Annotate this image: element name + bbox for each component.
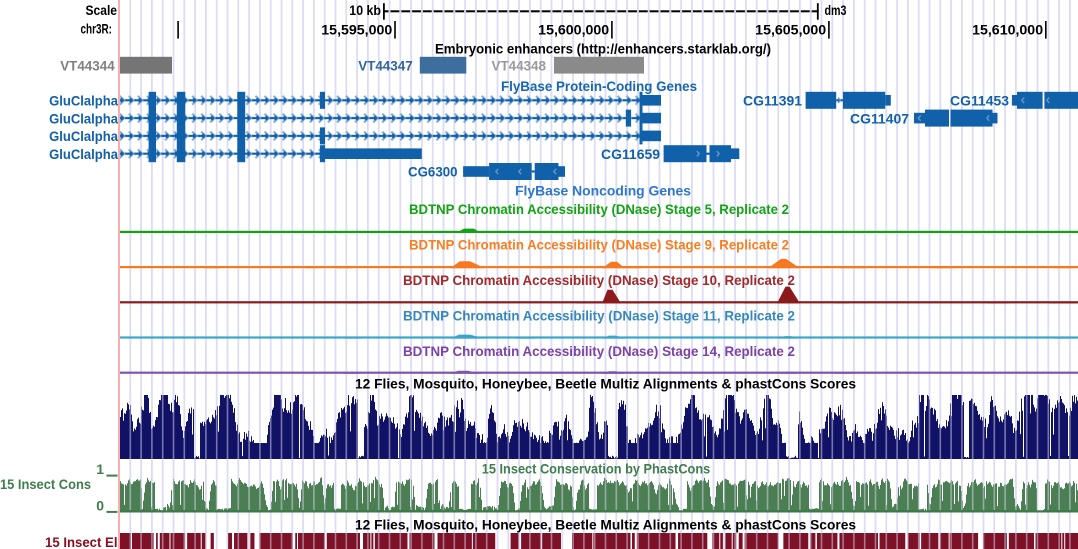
svg-text:12 Flies, Mosquito, Honeybee,: 12 Flies, Mosquito, Honeybee, Beetle Mul… [355,516,856,532]
svg-text:FlyBase Noncoding Genes: FlyBase Noncoding Genes [515,182,691,198]
svg-text:GluClalpha: GluClalpha [49,110,118,126]
svg-text:15,605,000: 15,605,000 [755,22,826,38]
svg-text:GluClalpha: GluClalpha [49,128,118,144]
svg-text:GluClalpha: GluClalpha [49,93,118,109]
svg-text:CG11659: CG11659 [601,146,660,162]
svg-text:BDTNP Chromatin Accessibility: BDTNP Chromatin Accessibility (DNase) St… [403,272,795,288]
svg-text:10 kb: 10 kb [349,2,381,18]
svg-text:BDTNP Chromatin Accessibility: BDTNP Chromatin Accessibility (DNase) St… [403,343,795,359]
svg-text:GluClalpha: GluClalpha [49,146,118,162]
svg-text:0: 0 [96,497,104,513]
svg-text:15 Insect Conservation by Phas: 15 Insect Conservation by PhastCons [482,460,711,476]
svg-text:BDTNP Chromatin Accessibility: BDTNP Chromatin Accessibility (DNase) St… [409,201,789,217]
svg-text:VT44344: VT44344 [60,57,115,73]
svg-text:FlyBase Protein-Coding Genes: FlyBase Protein-Coding Genes [501,78,697,94]
svg-text:CG11391: CG11391 [743,93,802,109]
svg-text:15,610,000: 15,610,000 [972,22,1043,38]
svg-text:Scale: Scale [86,2,118,18]
svg-text:chr3R:: chr3R: [81,20,113,36]
svg-text:BDTNP Chromatin Accessibility: BDTNP Chromatin Accessibility (DNase) St… [403,307,795,323]
svg-text:15,595,000: 15,595,000 [321,22,392,38]
svg-text:1: 1 [96,461,104,477]
svg-text:VT44348: VT44348 [492,57,547,73]
svg-text:CG11407: CG11407 [850,110,909,126]
svg-text:CG6300: CG6300 [408,164,458,180]
svg-text:dm3: dm3 [825,2,847,18]
svg-text:15,600,000: 15,600,000 [538,22,609,38]
svg-text:VT44347: VT44347 [358,57,413,73]
svg-text:BDTNP Chromatin Accessibility: BDTNP Chromatin Accessibility (DNase) St… [409,236,789,252]
svg-text:15 Insect El: 15 Insect El [45,534,118,549]
svg-text:15 Insect Cons: 15 Insect Cons [0,476,91,492]
svg-text:12 Flies, Mosquito, Honeybee,: 12 Flies, Mosquito, Honeybee, Beetle Mul… [355,376,856,392]
svg-text:Embryonic enhancers (http://en: Embryonic enhancers (http://enhancers.st… [435,41,771,57]
svg-text:CG11453: CG11453 [950,93,1009,109]
